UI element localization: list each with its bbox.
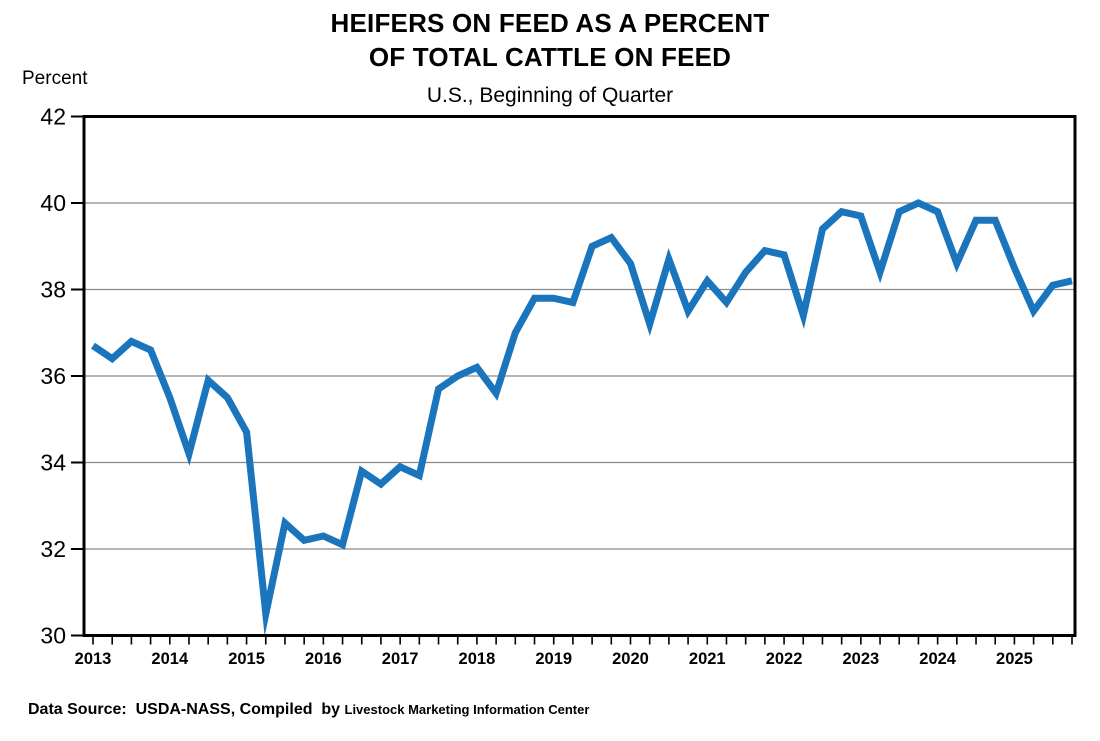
y-tick-label-42: 42 [40, 104, 66, 130]
data-line-heifers-percent [91, 199, 1073, 637]
chart-title-line2: OF TOTAL CATTLE ON FEED [368, 42, 732, 72]
data-source-text: Data Source: USDA-NASS, Compiled by [28, 701, 345, 718]
x-tick-label-2025: 2025 [996, 650, 1033, 668]
x-tick-label-2015: 2015 [228, 650, 265, 668]
x-tick-label-2013: 2013 [75, 650, 112, 668]
x-tick-label-2021: 2021 [689, 650, 726, 668]
x-tick-label-2014: 2014 [151, 650, 189, 668]
y-tick-label-30: 30 [40, 623, 66, 649]
y-axis-unit-label: Percent [22, 68, 88, 89]
x-tick-label-2022: 2022 [766, 650, 803, 668]
x-tick-label-2016: 2016 [305, 650, 342, 668]
x-tick-label-2019: 2019 [535, 650, 572, 668]
x-tick-label-2024: 2024 [919, 650, 957, 668]
data-source-note: Data Source: USDA-NASS, Compiled by Live… [28, 701, 589, 719]
chart-title: HEIFERS ON FEED AS A PERCENT OF TOTAL CA… [0, 6, 1100, 74]
x-tick-label-2017: 2017 [382, 650, 419, 668]
data-source-org: Livestock Marketing Information Center [344, 702, 590, 717]
y-tick-label-40: 40 [40, 190, 66, 216]
plot-frame [82, 115, 1077, 637]
y-tick-label-36: 36 [40, 363, 66, 389]
x-tick-label-2018: 2018 [459, 650, 496, 668]
chart-subtitle: U.S., Beginning of Quarter [426, 84, 674, 107]
x-tick-label-2023: 2023 [842, 650, 879, 668]
y-tick-label-38: 38 [40, 277, 66, 303]
chart-title-line1: HEIFERS ON FEED AS A PERCENT [330, 8, 770, 38]
x-tick-label-2020: 2020 [612, 650, 649, 668]
y-tick-label-34: 34 [40, 450, 66, 476]
y-tick-label-32: 32 [40, 536, 66, 562]
